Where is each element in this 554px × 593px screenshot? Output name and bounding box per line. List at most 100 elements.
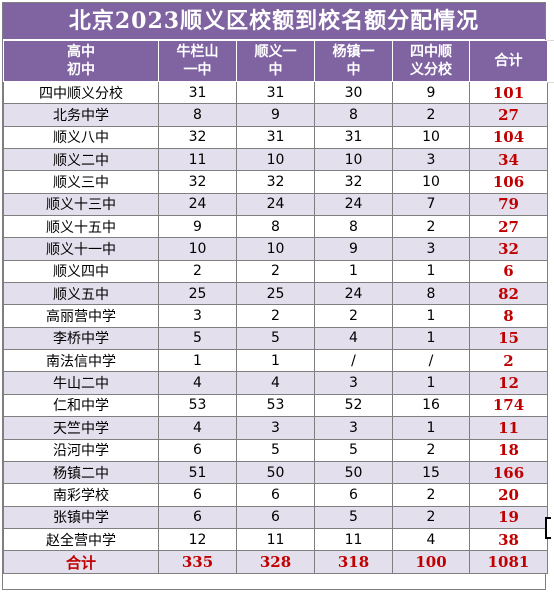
quota-value-cell[interactable]: 8 bbox=[158, 103, 237, 127]
quota-value-cell[interactable]: 9 bbox=[392, 80, 470, 105]
quota-value-cell[interactable]: 8 bbox=[314, 215, 393, 239]
quota-value-cell[interactable]: 2 bbox=[236, 259, 315, 284]
quota-value-cell[interactable]: 10 bbox=[314, 148, 393, 172]
quota-value-cell[interactable]: 10 bbox=[236, 148, 315, 172]
school-name-cell[interactable]: 顺义十五中 bbox=[3, 215, 159, 239]
quota-value-cell[interactable]: 6 bbox=[236, 505, 315, 529]
quota-value-cell[interactable]: 30 bbox=[314, 80, 393, 105]
quota-value-cell[interactable]: 5 bbox=[158, 326, 237, 351]
quota-value-cell[interactable]: 11 bbox=[236, 527, 315, 552]
quota-value-cell[interactable]: 8 bbox=[314, 103, 393, 127]
quota-value-cell[interactable]: 50 bbox=[314, 460, 393, 485]
row-total-cell[interactable]: 12 bbox=[469, 371, 548, 395]
quota-value-cell[interactable]: 4 bbox=[392, 527, 470, 552]
sum-label-cell[interactable]: 合计 bbox=[3, 550, 159, 575]
row-total-cell[interactable]: 34 bbox=[469, 148, 548, 172]
row-total-cell[interactable]: 19 bbox=[469, 505, 548, 529]
quota-value-cell[interactable]: 4 bbox=[236, 371, 315, 395]
quota-value-cell[interactable]: 5 bbox=[236, 438, 315, 462]
quota-value-cell[interactable]: 2 bbox=[392, 103, 470, 127]
quota-value-cell[interactable]: 1 bbox=[392, 326, 470, 351]
quota-value-cell[interactable]: 24 bbox=[158, 192, 237, 217]
quota-value-cell[interactable]: 6 bbox=[314, 483, 393, 507]
quota-value-cell[interactable]: 52 bbox=[314, 393, 393, 418]
row-total-cell[interactable]: 38 bbox=[469, 527, 548, 552]
corner-header-cell[interactable]: 高中 初中 bbox=[3, 40, 159, 82]
quota-value-cell[interactable]: 15 bbox=[392, 460, 470, 485]
sum-value-cell[interactable]: 100 bbox=[392, 550, 470, 575]
quota-value-cell[interactable]: 32 bbox=[158, 125, 237, 150]
quota-value-cell[interactable]: 53 bbox=[158, 393, 237, 418]
quota-value-cell[interactable]: 5 bbox=[236, 326, 315, 351]
quota-value-cell[interactable]: 32 bbox=[314, 170, 393, 194]
column-header-cell[interactable]: 顺义一 中 bbox=[236, 40, 315, 82]
sum-value-cell[interactable]: 335 bbox=[158, 550, 237, 575]
quota-value-cell[interactable]: 4 bbox=[314, 326, 393, 351]
quota-value-cell[interactable]: 10 bbox=[392, 125, 470, 150]
quota-value-cell[interactable]: 8 bbox=[392, 282, 470, 306]
quota-value-cell[interactable]: 31 bbox=[236, 125, 315, 150]
row-total-cell[interactable]: 8 bbox=[469, 304, 548, 328]
quota-value-cell[interactable]: 11 bbox=[158, 148, 237, 172]
row-total-cell[interactable]: 101 bbox=[469, 80, 548, 105]
school-name-cell[interactable]: 张镇中学 bbox=[3, 505, 159, 529]
quota-value-cell[interactable]: 1 bbox=[392, 416, 470, 440]
quota-value-cell[interactable]: 3 bbox=[236, 416, 315, 440]
quota-value-cell[interactable]: / bbox=[392, 349, 470, 373]
sum-value-cell[interactable]: 328 bbox=[236, 550, 315, 575]
quota-value-cell[interactable]: 2 bbox=[392, 483, 470, 507]
quota-value-cell[interactable]: 1 bbox=[158, 349, 237, 373]
quota-value-cell[interactable]: 4 bbox=[158, 371, 237, 395]
row-total-cell[interactable]: 79 bbox=[469, 192, 548, 217]
quota-value-cell[interactable]: 25 bbox=[158, 282, 237, 306]
quota-value-cell[interactable]: 2 bbox=[392, 505, 470, 529]
column-header-cell[interactable]: 杨镇一 中 bbox=[314, 40, 393, 82]
total-column-header-cell[interactable]: 合计 bbox=[469, 40, 548, 82]
row-total-cell[interactable]: 32 bbox=[469, 237, 548, 261]
school-name-cell[interactable]: 顺义三中 bbox=[3, 170, 159, 194]
quota-value-cell[interactable]: 7 bbox=[392, 192, 470, 217]
quota-value-cell[interactable]: 2 bbox=[392, 438, 470, 462]
quota-value-cell[interactable]: 6 bbox=[158, 438, 237, 462]
school-name-cell[interactable]: 高丽营中学 bbox=[3, 304, 159, 328]
quota-value-cell[interactable]: 4 bbox=[158, 416, 237, 440]
quota-value-cell[interactable]: 31 bbox=[314, 125, 393, 150]
column-header-cell[interactable]: 牛栏山 一中 bbox=[158, 40, 237, 82]
quota-value-cell[interactable]: 2 bbox=[236, 304, 315, 328]
quota-value-cell[interactable]: 9 bbox=[236, 103, 315, 127]
quota-value-cell[interactable]: 8 bbox=[236, 215, 315, 239]
quota-value-cell[interactable]: 50 bbox=[236, 460, 315, 485]
school-name-cell[interactable]: 南法信中学 bbox=[3, 349, 159, 373]
school-name-cell[interactable]: 赵全营中学 bbox=[3, 527, 159, 552]
row-total-cell[interactable]: 82 bbox=[469, 282, 548, 306]
quota-value-cell[interactable]: 3 bbox=[392, 148, 470, 172]
quota-value-cell[interactable]: 6 bbox=[236, 483, 315, 507]
quota-value-cell[interactable]: 3 bbox=[158, 304, 237, 328]
quota-value-cell[interactable]: 1 bbox=[392, 304, 470, 328]
row-total-cell[interactable]: 166 bbox=[469, 460, 548, 485]
row-total-cell[interactable]: 15 bbox=[469, 326, 548, 351]
school-name-cell[interactable]: 牛山二中 bbox=[3, 371, 159, 395]
quota-value-cell[interactable]: 16 bbox=[392, 393, 470, 418]
school-name-cell[interactable]: 顺义八中 bbox=[3, 125, 159, 150]
quota-value-cell[interactable]: 24 bbox=[314, 282, 393, 306]
row-total-cell[interactable]: 2 bbox=[469, 349, 548, 373]
quota-value-cell[interactable]: 32 bbox=[236, 170, 315, 194]
quota-value-cell[interactable]: 10 bbox=[392, 170, 470, 194]
quota-value-cell[interactable]: 24 bbox=[236, 192, 315, 217]
school-name-cell[interactable]: 天竺中学 bbox=[3, 416, 159, 440]
quota-value-cell[interactable]: / bbox=[314, 349, 393, 373]
quota-value-cell[interactable]: 25 bbox=[236, 282, 315, 306]
quota-value-cell[interactable]: 31 bbox=[236, 80, 315, 105]
row-total-cell[interactable]: 20 bbox=[469, 483, 548, 507]
school-name-cell[interactable]: 李桥中学 bbox=[3, 326, 159, 351]
school-name-cell[interactable]: 顺义二中 bbox=[3, 148, 159, 172]
quota-value-cell[interactable]: 1 bbox=[236, 349, 315, 373]
quota-value-cell[interactable]: 5 bbox=[314, 505, 393, 529]
quota-value-cell[interactable]: 2 bbox=[158, 259, 237, 284]
school-name-cell[interactable]: 北务中学 bbox=[3, 103, 159, 127]
row-total-cell[interactable]: 27 bbox=[469, 103, 548, 127]
quota-value-cell[interactable]: 31 bbox=[158, 80, 237, 105]
quota-value-cell[interactable]: 12 bbox=[158, 527, 237, 552]
quota-value-cell[interactable]: 3 bbox=[314, 416, 393, 440]
